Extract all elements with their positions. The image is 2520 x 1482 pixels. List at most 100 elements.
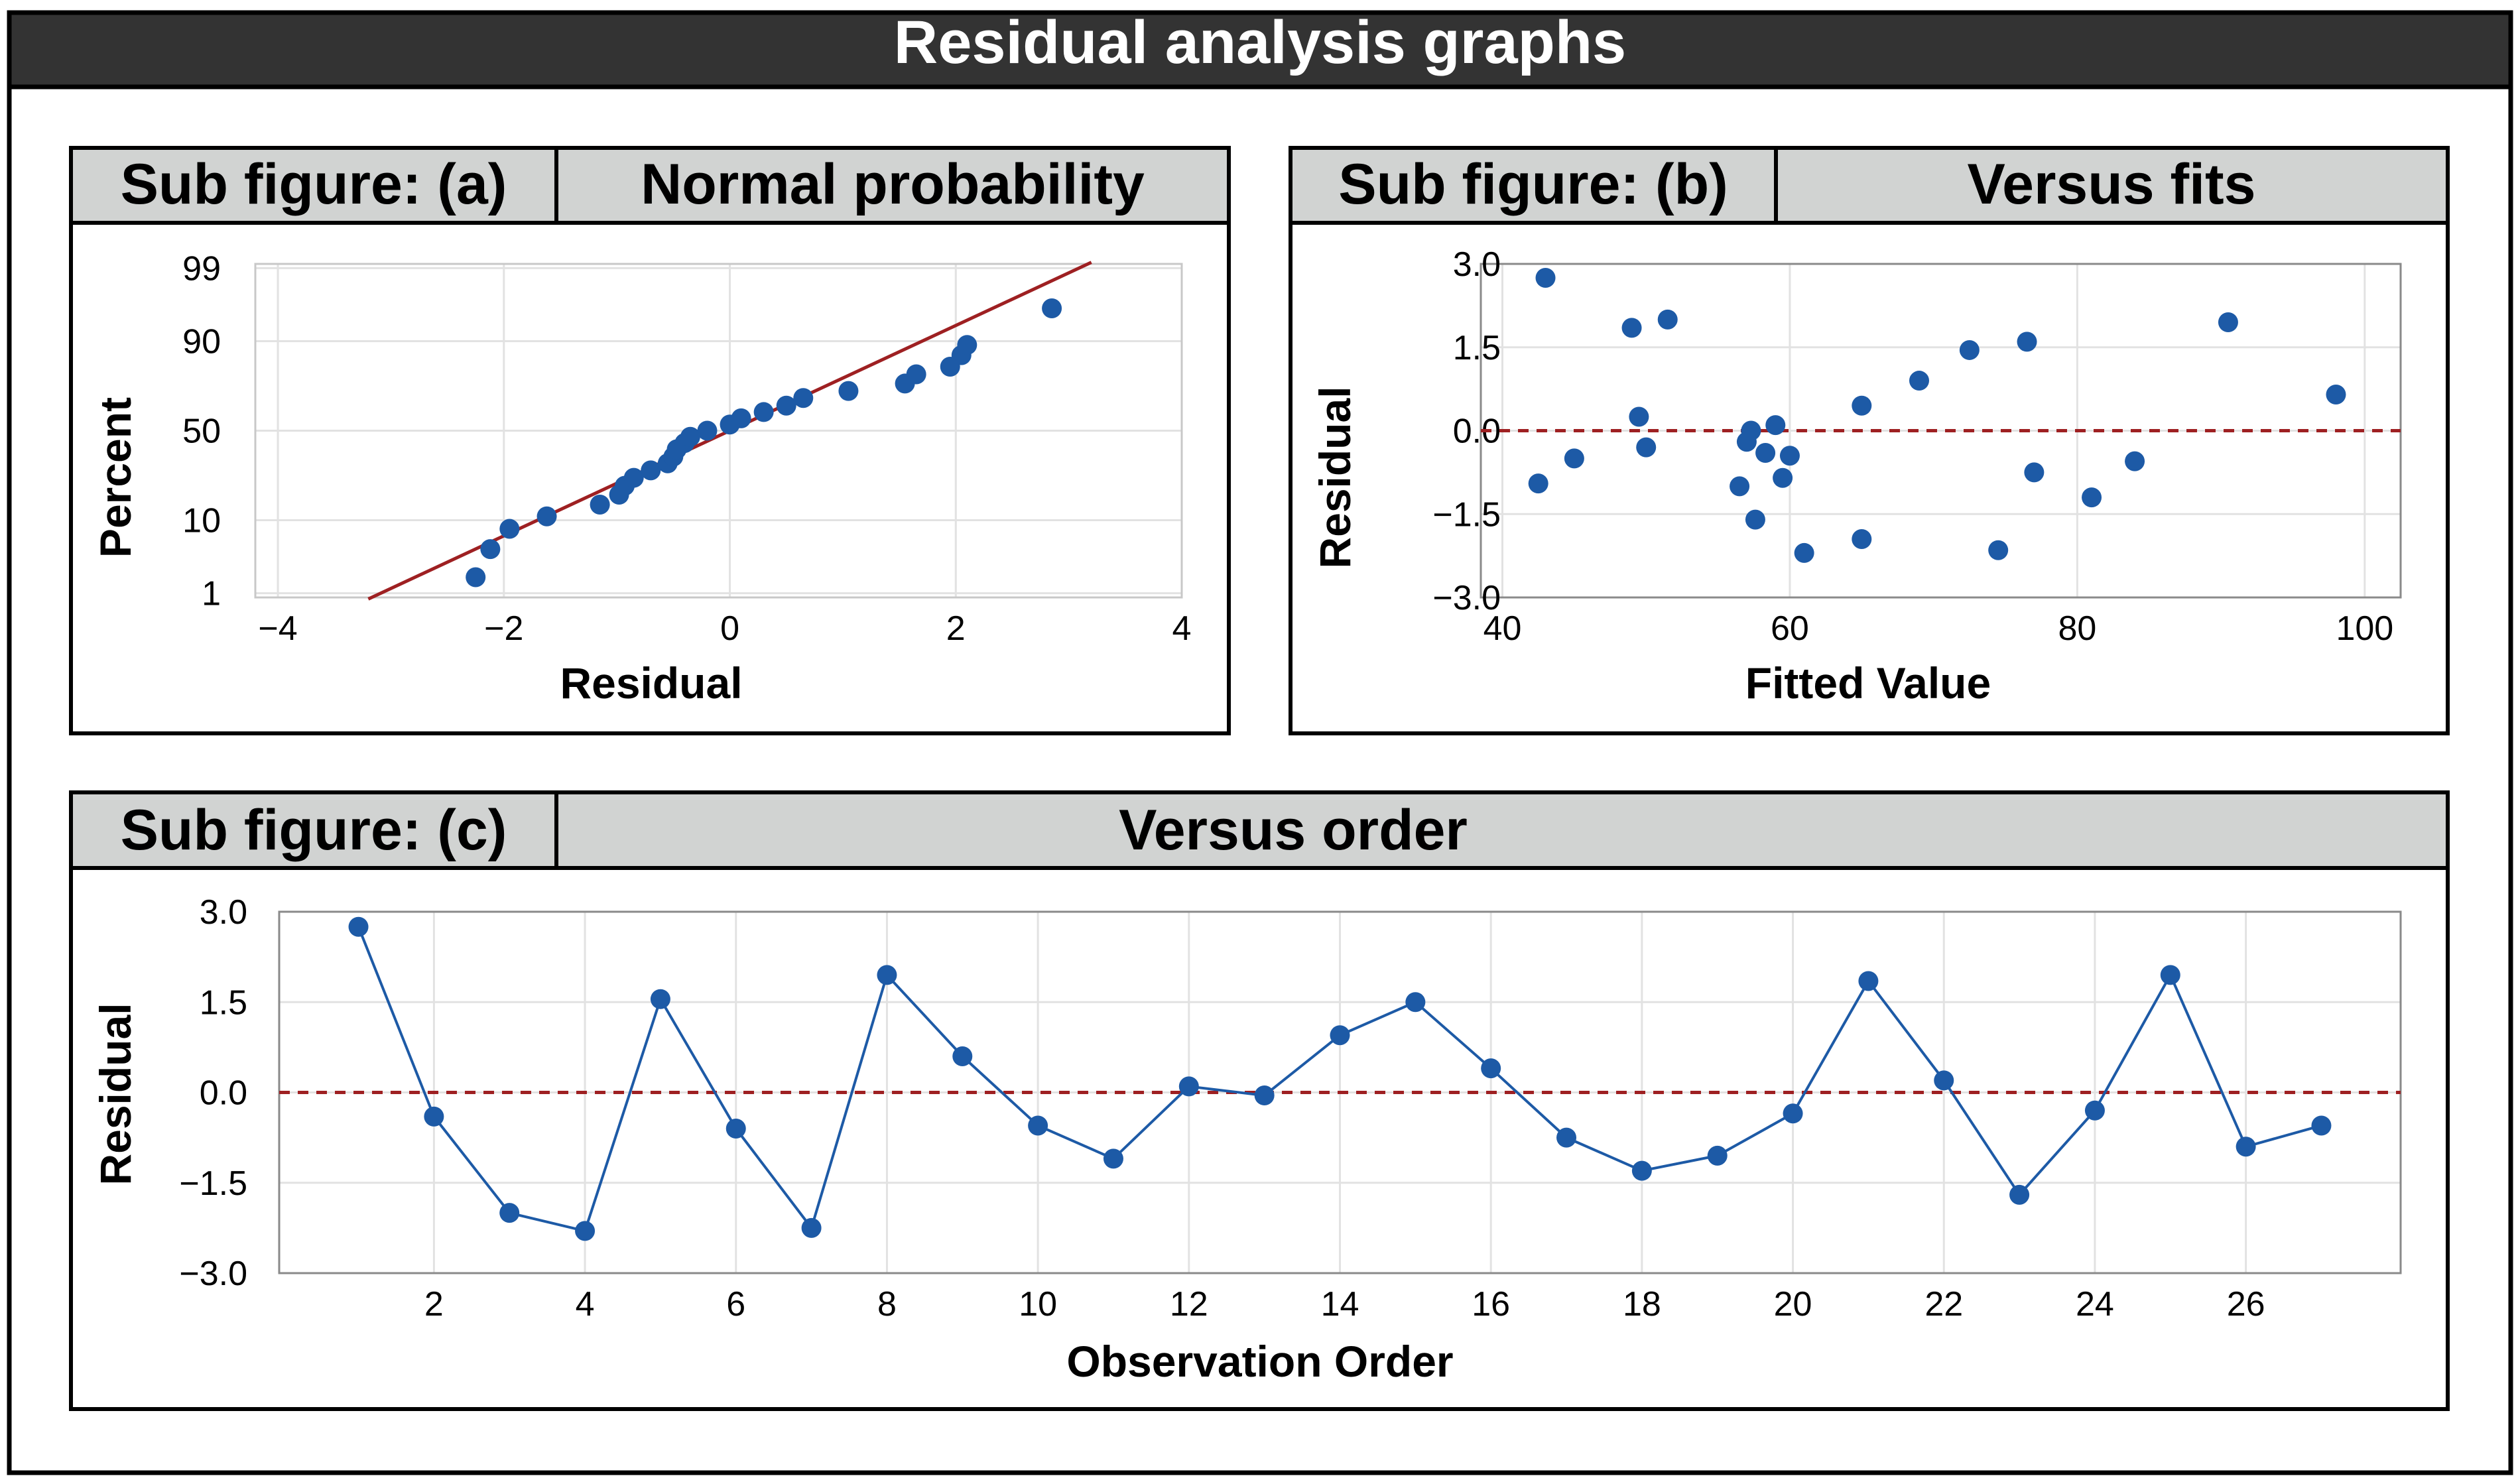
x-tick-label: 2 (424, 1285, 444, 1324)
data-point (1254, 1085, 1275, 1106)
x-tick-label: 8 (877, 1285, 897, 1324)
data-point (1765, 415, 1786, 436)
data-point (2024, 462, 2045, 483)
data-point (1745, 509, 1765, 530)
data-point (2084, 1100, 2105, 1121)
data-point (1535, 267, 1556, 288)
data-point (2326, 385, 2346, 405)
data-point (2311, 1115, 2332, 1136)
data-point (1621, 318, 1642, 338)
x-tick-label: 10 (1019, 1285, 1057, 1324)
data-point (2009, 1184, 2030, 1205)
y-tick-label: 99 (182, 249, 221, 288)
data-point (1730, 476, 1750, 497)
data-point (1959, 340, 1980, 360)
data-point (1852, 395, 1872, 416)
y-tick-label: −3.0 (179, 1255, 247, 1293)
data-point (1042, 298, 1062, 319)
data-point (1794, 542, 1814, 563)
data-point (1858, 971, 1879, 991)
y-tick-label: −1.5 (1432, 495, 1501, 534)
data-point (725, 1119, 746, 1139)
panel-b-frame (1289, 146, 2450, 735)
data-point (776, 395, 796, 416)
data-point (731, 408, 751, 428)
panel-a: Sub figure: (a) Normal probability 1 10 50… (69, 146, 1231, 735)
x-axis-label: Fitted Value (1745, 658, 1991, 708)
outer-frame (7, 10, 2513, 1475)
plot-area-border (254, 263, 1183, 599)
panel-a-subfigure-label: Sub figure: (a) (121, 153, 507, 216)
data-point (575, 1221, 596, 1241)
data-point (1773, 467, 1793, 488)
x-tick-label: 4 (576, 1285, 595, 1324)
data-point (1178, 1076, 1199, 1097)
data-point (838, 381, 859, 401)
data-point (1988, 540, 2009, 560)
y-tick-label: 50 (182, 412, 221, 451)
plot-c: 3.01.50.0−1.5−3.02 4 6 8 10 12 14 16 18 20 22 24 26O… (91, 893, 2402, 1386)
data-point (641, 460, 661, 481)
y-tick-label: 90 (182, 322, 221, 361)
x-tick-label: 24 (2076, 1285, 2114, 1324)
y-tick-label: 0.0 (200, 1074, 247, 1113)
data-point (1564, 448, 1584, 469)
data-point (1556, 1127, 1577, 1148)
y-tick-label: −1.5 (179, 1164, 247, 1203)
y-tick-label: 3.0 (200, 893, 247, 932)
data-point (1783, 1103, 1803, 1124)
data-point (590, 494, 610, 515)
data-point (2236, 1137, 2256, 1157)
data-point (348, 916, 369, 937)
y-tick-label: −3.0 (1432, 579, 1501, 617)
panel-a-header-bg (69, 146, 1231, 225)
panel-a-frame (69, 146, 1231, 735)
panel-c-frame (69, 790, 2450, 1411)
data-point (1934, 1070, 1954, 1091)
data-point (650, 989, 670, 1009)
data-point (1631, 1160, 1652, 1181)
data-point (466, 567, 486, 587)
data-point (1103, 1148, 1123, 1169)
x-tick-label: 60 (1771, 609, 1809, 648)
x-tick-label: 26 (2227, 1285, 2265, 1324)
x-tick-label: 80 (2058, 609, 2096, 648)
plot-b: 3.0 1.5 0.0 −1.5 −3.040 60 80 100 Fitted Value Re… (1310, 245, 2402, 708)
panel-c-title: Versus order (1119, 798, 1468, 862)
data-point (1707, 1145, 1728, 1166)
x-axis-label: Observation Order (1066, 1337, 1453, 1386)
data-point (952, 1046, 973, 1066)
x-tick-label: 6 (726, 1285, 745, 1324)
data-point (793, 388, 814, 408)
data-point (2218, 312, 2238, 333)
data-point (2082, 487, 2102, 508)
y-tick-label: 3.0 (1453, 245, 1501, 284)
title-banner (7, 10, 2513, 90)
data-point (499, 519, 520, 539)
x-tick-label: −4 (258, 609, 297, 648)
panel-b-title: Versus fits (1968, 153, 2256, 216)
y-axis-label: Percent (91, 397, 140, 558)
y-tick-label: 1.5 (200, 983, 247, 1022)
data-point (2017, 332, 2037, 352)
data-point (1481, 1058, 1501, 1079)
y-tick-label: 10 (182, 502, 221, 540)
x-tick-label: 18 (1623, 1285, 1661, 1324)
data-point (1636, 437, 1657, 458)
panel-b-subfigure-label: Sub figure: (b) (1338, 153, 1728, 216)
data-point (2125, 451, 2145, 471)
panel-c: Sub figure: (c) Versus order 3.0 1.5 0.0 −1… (69, 790, 2450, 1411)
x-tick-label: 12 (1170, 1285, 1208, 1324)
x-tick-label: 16 (1472, 1285, 1510, 1324)
panel-b: Sub figure: (b) Versus fits 3.0 1.5 0.0 −1.… (1289, 146, 2450, 735)
x-tick-label: 14 (1321, 1285, 1359, 1324)
data-point (424, 1106, 444, 1127)
x-tick-label: 2 (946, 609, 966, 648)
data-point (480, 539, 501, 560)
x-tick-label: −2 (484, 609, 523, 648)
data-point (499, 1203, 520, 1223)
data-point (1755, 443, 1776, 463)
plot-a: 1 10 50 90 99 −4 −2 0 2 4 Residual Percent (91, 249, 1191, 708)
data-point (536, 506, 557, 526)
